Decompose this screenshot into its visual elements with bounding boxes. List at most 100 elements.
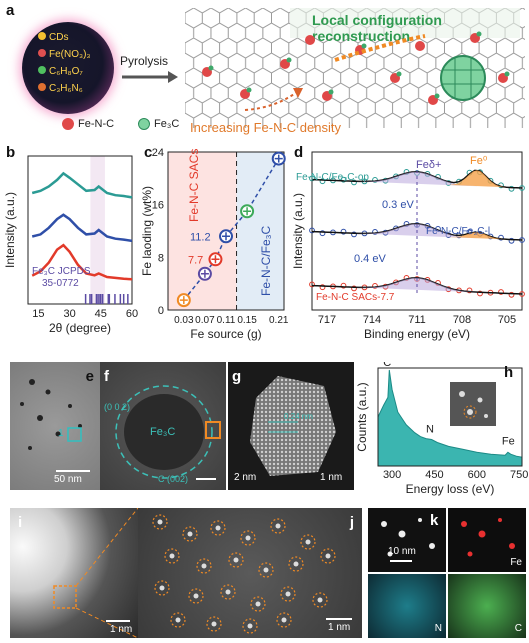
data-point-cross <box>200 269 209 278</box>
x-tick-label: 750 <box>510 469 528 481</box>
precursor-item: C₃H₆N₆ <box>38 83 118 100</box>
scale-label: 1 nm <box>110 624 133 635</box>
xps-data-point <box>372 229 378 235</box>
single-atom-marker <box>182 526 198 542</box>
single-atom-marker <box>258 562 274 578</box>
fe3c-icon <box>138 118 150 131</box>
x-axis-label: Fe source (g) <box>190 327 261 341</box>
panel-k: 10 nm Fe N C k <box>368 508 526 638</box>
zoom-box <box>53 508 138 638</box>
single-atom <box>193 593 199 599</box>
single-atom <box>285 591 291 597</box>
precursor-list: CDs Fe(NO₃)₃ C₆H₈O₇ C₃H₆N₆ <box>38 32 118 100</box>
nanoparticles <box>20 379 82 450</box>
single-atom <box>225 589 231 595</box>
scale-bar <box>56 470 90 472</box>
scale-label: 10 nm <box>388 546 416 557</box>
pyrolysis-label: Pyrolysis <box>120 54 169 68</box>
precursor-sphere <box>22 22 114 114</box>
fe-n-c-sites <box>202 31 510 111</box>
y-axis-label: Counts (a.u.) <box>356 382 369 451</box>
scale-bar <box>196 478 216 480</box>
fe-map-label: Fe <box>510 557 522 568</box>
single-atom-marker <box>300 534 316 550</box>
ref-label-2: 35-0772 <box>42 278 79 289</box>
xps-data-point <box>319 230 326 237</box>
xps-data-point <box>309 227 315 234</box>
single-atom <box>281 617 287 623</box>
panel-d: d Fe-N-C/Fe₃C-op Fe-N-C/Fe₃C-l Fe-N-C SACs… <box>290 144 529 344</box>
single-atom <box>211 621 217 627</box>
single-atom <box>255 601 261 607</box>
n-map: N <box>368 574 446 638</box>
peak-label-fe: Fe <box>502 435 515 447</box>
x-tick-label: 30 <box>63 308 75 320</box>
panel-e-marker: 1 <box>58 428 64 439</box>
single-atom <box>201 563 207 569</box>
single-atom-marker <box>188 588 204 604</box>
legend-fe3c: Fe₃C <box>138 118 179 131</box>
single-atom <box>157 519 163 525</box>
panel-e-label: e <box>85 368 94 385</box>
panel-f-label: f <box>104 368 109 385</box>
panel-c-label: c <box>144 144 153 161</box>
single-atom <box>233 557 239 563</box>
scale-label: 50 nm <box>54 474 82 485</box>
panel-j: j 1 nm <box>138 508 362 638</box>
single-atom-marker <box>210 520 226 536</box>
annotation-7-7: 7.7 <box>188 254 203 266</box>
single-atom-marker <box>280 586 296 602</box>
single-atom <box>275 523 281 529</box>
xps-data-point <box>372 177 378 183</box>
fe0-label: Fe⁰ <box>470 155 488 167</box>
panel-a: a CDs Fe(NO₃)₃ C₆H₈O₇ C₃H₆N₆ Pyrolysis L… <box>0 0 529 140</box>
shift-label-1: 0.3 eV <box>382 199 414 211</box>
scale-label: 1 nm <box>328 622 351 633</box>
n-map-label: N <box>434 623 442 634</box>
single-atom <box>247 623 253 629</box>
single-atom-marker <box>170 612 186 628</box>
x-tick-label: 15 <box>32 308 44 320</box>
xps-data-point <box>498 289 504 295</box>
x-tick-label: 45 <box>95 308 107 320</box>
series-label-sac: Fe-N-C SACs-7.7 <box>316 292 395 303</box>
c-map: C <box>448 574 526 638</box>
xps-data-point <box>508 237 515 244</box>
x-tick-label: 705 <box>498 314 516 326</box>
panel-b: b Fe₃C JCPDS 35-0772 15 30 45 60 2θ (degree) In… <box>0 144 140 344</box>
xps-data-point <box>351 285 357 292</box>
xps-data-point <box>372 283 378 289</box>
xps-data-point <box>466 287 473 294</box>
y-tick-label: 16 <box>152 200 164 212</box>
y-tick-label: 24 <box>152 147 164 159</box>
data-point-cross <box>222 232 230 241</box>
legend-fe-n-c: Fe-N-C <box>62 118 114 131</box>
xrd-series-line <box>31 171 133 199</box>
y-axis-label: Fe laoding (wt%) <box>142 186 154 276</box>
x-tick-label: 717 <box>318 314 336 326</box>
single-atom-marker <box>152 514 168 530</box>
c-map-label: C <box>514 623 522 634</box>
y-tick-label: 0 <box>158 305 164 317</box>
eels-inset <box>450 382 496 426</box>
x-axis-label: 2θ (degree) <box>49 321 111 335</box>
single-atom <box>215 525 221 531</box>
data-point-cross <box>179 296 188 305</box>
panel-a-label: a <box>6 2 15 19</box>
xps-data-point <box>351 179 357 186</box>
xps-data-point <box>351 231 357 238</box>
fe-n-c-icon <box>62 118 74 131</box>
single-atom <box>325 553 331 559</box>
single-atom-marker <box>240 530 256 546</box>
eels-chart: C N Fe 300 450 600 750 Energy loss (eV) Counts (… <box>356 362 528 496</box>
xps-data-point <box>340 176 347 183</box>
single-atom-marker <box>206 616 222 632</box>
plot-frame <box>167 151 285 311</box>
y-tick-label: 8 <box>158 252 164 264</box>
xps-data-point <box>508 291 515 298</box>
composite-region-label: Fe-N-C/Fe₃C <box>259 225 273 296</box>
single-atom-marker <box>276 612 292 628</box>
peak-label-c: C <box>383 362 391 369</box>
